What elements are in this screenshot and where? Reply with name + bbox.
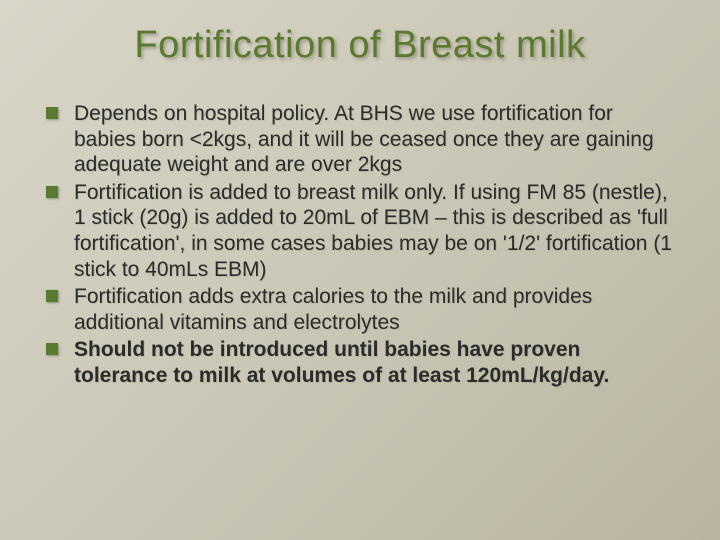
bullet-text: Fortification adds extra calories to the… <box>74 285 592 334</box>
slide: Fortification of Breast milk Depends on … <box>0 0 720 540</box>
bullet-item: Fortification is added to breast milk on… <box>40 180 672 282</box>
square-bullet-icon <box>46 107 58 119</box>
bullet-item: Depends on hospital policy. At BHS we us… <box>40 101 672 178</box>
bullet-list: Depends on hospital policy. At BHS we us… <box>40 101 672 389</box>
slide-title: Fortification of Breast milk <box>40 24 680 67</box>
bullet-item: Fortification adds extra calories to the… <box>40 284 672 335</box>
square-bullet-icon <box>46 343 58 355</box>
bullet-text: Depends on hospital policy. At BHS we us… <box>74 102 654 176</box>
square-bullet-icon <box>46 290 58 302</box>
square-bullet-icon <box>46 186 58 198</box>
bullet-item: Should not be introduced until babies ha… <box>40 337 672 388</box>
bullet-text: Should not be introduced until babies ha… <box>74 338 609 387</box>
bullet-text: Fortification is added to breast milk on… <box>74 181 672 281</box>
